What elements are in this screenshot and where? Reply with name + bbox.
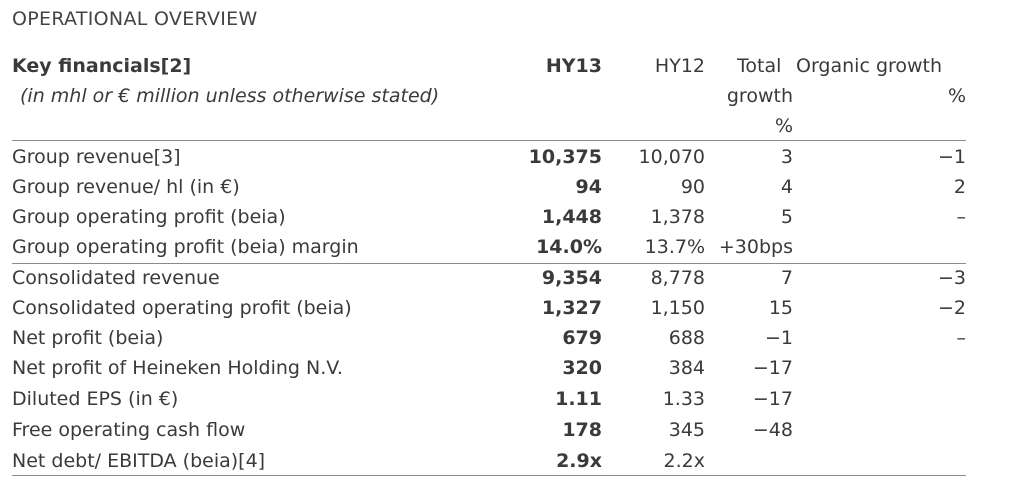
cell-hy12: 345 [668, 419, 705, 441]
cell-hy13: 14.0% [536, 236, 602, 258]
cell-hy12: 2.2x [663, 450, 705, 472]
row-label: Free operating cash flow [12, 419, 246, 441]
group-divider [12, 263, 966, 264]
cell-organic-growth: 2 [953, 176, 966, 198]
cell-hy12: 13.7% [644, 236, 705, 258]
cell-total-growth: −1 [764, 327, 793, 349]
col-header-total-line3: % [774, 115, 793, 137]
row-label: Net profit of Heineken Holding N.V. [12, 357, 343, 379]
cell-total-growth: −17 [752, 357, 793, 379]
cell-total-growth: −17 [752, 388, 793, 410]
table-bottom-rule [12, 475, 966, 476]
cell-organic-growth: −2 [937, 297, 966, 319]
table-subtitle: (in mhl or € million unless otherwise st… [20, 85, 440, 107]
row-label: Group operating profit (beia) [12, 206, 286, 228]
row-label: Group operating profit (beia) margin [12, 236, 359, 258]
cell-hy13: 94 [575, 176, 602, 198]
cell-total-growth: 7 [780, 267, 793, 289]
row-label: Group revenue/ hl (in €) [12, 176, 240, 198]
cell-total-growth: −48 [752, 419, 793, 441]
cell-hy13: 1.11 [555, 388, 602, 410]
cell-hy13: 2.9x [556, 450, 602, 472]
cell-total-growth: +30bps [718, 236, 793, 258]
table-title: Key financials[2] [12, 55, 192, 77]
cell-hy12: 688 [668, 327, 705, 349]
header-divider [12, 140, 966, 141]
row-label: Consolidated revenue [12, 267, 220, 289]
cell-hy12: 1.33 [662, 388, 705, 410]
cell-organic-growth: −1 [937, 146, 966, 168]
cell-organic-growth: – [956, 327, 967, 349]
cell-total-growth: 4 [780, 176, 793, 198]
cell-hy13: 9,354 [541, 267, 602, 289]
cell-total-growth: 15 [768, 297, 793, 319]
cell-organic-growth: – [956, 206, 967, 228]
cell-hy12: 1,378 [650, 206, 705, 228]
cell-hy12: 8,778 [650, 267, 705, 289]
cell-organic-growth: −3 [937, 267, 966, 289]
row-label: Net debt/ EBITDA (beia)[4] [12, 450, 266, 472]
cell-hy13: 320 [562, 357, 602, 379]
cell-hy13: 679 [562, 327, 602, 349]
cell-total-growth: 3 [780, 146, 793, 168]
row-label: Group revenue[3] [12, 146, 181, 168]
cell-hy12: 384 [668, 357, 705, 379]
col-header-total-line2: growth [726, 85, 793, 107]
cell-hy12: 90 [680, 176, 705, 198]
row-label: Consolidated operating profit (beia) [12, 297, 352, 319]
cell-hy13: 1,327 [541, 297, 602, 319]
cell-hy13: 10,375 [528, 146, 602, 168]
cell-hy12: 10,070 [638, 146, 705, 168]
section-title: OPERATIONAL OVERVIEW [12, 8, 258, 30]
cell-total-growth: 5 [780, 206, 793, 228]
col-header-hy12: HY12 [654, 55, 705, 77]
col-header-total-line1: Total [737, 55, 782, 77]
col-header-organic-line2: % [947, 85, 966, 107]
cell-hy12: 1,150 [650, 297, 705, 319]
cell-hy13: 1,448 [541, 206, 602, 228]
cell-hy13: 178 [562, 419, 602, 441]
col-header-organic-line1: Organic growth [796, 55, 943, 77]
col-header-hy13: HY13 [545, 55, 602, 77]
row-label: Net profit (beia) [12, 327, 164, 349]
row-label: Diluted EPS (in €) [12, 388, 179, 410]
